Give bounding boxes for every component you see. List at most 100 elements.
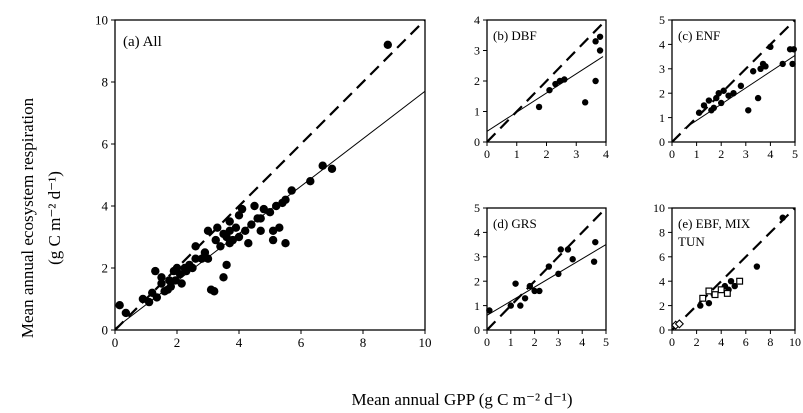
data-point [713, 94, 720, 102]
data-point-open-diamond [674, 319, 684, 329]
data-point [171, 276, 180, 285]
y-tick-label: 3 [474, 250, 480, 264]
x-tick-label: 4 [767, 147, 773, 161]
plot-frame [114, 19, 426, 331]
data-point [213, 223, 222, 232]
data-point [144, 297, 154, 307]
data-point [754, 94, 762, 102]
data-point [757, 65, 764, 73]
data-point [268, 235, 278, 245]
x-tick-label: 4 [579, 335, 585, 349]
data-point [327, 164, 337, 173]
regression-line [684, 54, 795, 129]
x-tick-label: 6 [298, 335, 305, 350]
panel-a-all: 0 2 4 6 8 10 0 2 4 6 8 10 (a) All [95, 13, 432, 350]
data-point [222, 232, 231, 242]
data-point [767, 43, 774, 51]
panel-b-dbf: 0 1 2 3 4 0 1 2 3 4 (b) DBF [474, 13, 609, 161]
data-point [121, 308, 131, 318]
data-point [216, 242, 225, 251]
panel-c-enf: 0 1 2 3 4 5 0 1 2 3 4 5 (c) ENF [659, 13, 798, 161]
data-point [383, 40, 392, 49]
x-tick-label: 8 [767, 335, 773, 349]
data-point [268, 226, 278, 235]
y-axis-title-line1: Mean annual ecosystem respiration [18, 97, 37, 338]
x-tick-label: 8 [360, 335, 367, 350]
data-point [247, 220, 256, 229]
y-tick-label: 1 [474, 299, 480, 313]
one-to-one-line [672, 208, 795, 330]
x-tick-label: 4 [236, 335, 243, 350]
data-point-open-square [717, 286, 725, 294]
one-to-one-line [487, 20, 606, 142]
data-point [552, 80, 559, 88]
x-tick-label: 10 [789, 335, 801, 349]
data-point [596, 47, 604, 54]
data-point [219, 273, 228, 282]
data-point [175, 270, 185, 279]
plot-frame [671, 19, 796, 143]
data-point [244, 239, 253, 248]
y-tick-label: 8 [102, 75, 109, 90]
y-tick-label: 2 [659, 299, 665, 313]
data-point [225, 226, 234, 235]
data-point-open-square [705, 287, 713, 295]
x-tick-label: 10 [419, 335, 432, 350]
data-point [203, 254, 213, 263]
y-tick-label: 5 [474, 201, 480, 215]
data-point [318, 161, 327, 170]
data-point [241, 226, 250, 235]
data-point [172, 263, 182, 273]
y-tick-label: 3 [659, 62, 665, 76]
data-point [737, 82, 745, 90]
data-point [256, 226, 265, 235]
one-to-one-line [115, 20, 425, 330]
data-point [182, 266, 191, 276]
data-point [200, 248, 210, 257]
data-point [203, 226, 213, 235]
x-tick-label: 2 [718, 147, 724, 161]
data-point [256, 214, 265, 223]
data-point [545, 263, 553, 270]
data-point [695, 109, 703, 116]
x-tick-label: 2 [174, 335, 181, 350]
data-point [234, 232, 244, 242]
regression-line [487, 56, 604, 132]
data-point [705, 299, 713, 307]
y-tick-label: 6 [659, 250, 665, 264]
data-point [789, 60, 796, 68]
data-point [517, 302, 524, 309]
data-point [275, 223, 284, 232]
x-axis-title: Mean annual GPP (g C m⁻² d⁻¹) [351, 390, 572, 409]
x-tick-label: 0 [484, 147, 490, 161]
data-point [211, 235, 220, 245]
data-point [720, 87, 727, 94]
data-point [536, 287, 543, 295]
y-tick-label: 3 [474, 44, 480, 58]
y-tick-label: 0 [102, 323, 109, 338]
y-tick-label: 4 [659, 38, 665, 52]
y-tick-label: 2 [474, 74, 480, 88]
data-point [272, 201, 281, 211]
data-point [779, 214, 786, 221]
y-tick-label: 0 [474, 323, 480, 337]
data-point [581, 99, 589, 106]
one-to-one-line [672, 20, 795, 142]
panel-d-grs: 0 1 2 3 4 5 0 1 2 3 4 5 (d) GRS [474, 201, 609, 349]
x-tick-label: 4 [718, 335, 724, 349]
y-tick-label: 6 [102, 137, 109, 152]
data-point [710, 104, 718, 112]
data-point [507, 302, 514, 309]
data-point-open-square [711, 291, 719, 299]
data-point [521, 295, 529, 302]
y-tick-label: 2 [102, 261, 109, 276]
data-point [753, 263, 761, 270]
data-point [749, 68, 757, 75]
data-point [790, 46, 797, 53]
plot-frame [486, 207, 607, 331]
data-point [188, 263, 197, 273]
panel-label-line1: (e) EBF, MIX [678, 216, 751, 231]
data-point [705, 97, 713, 104]
data-point [265, 208, 275, 217]
